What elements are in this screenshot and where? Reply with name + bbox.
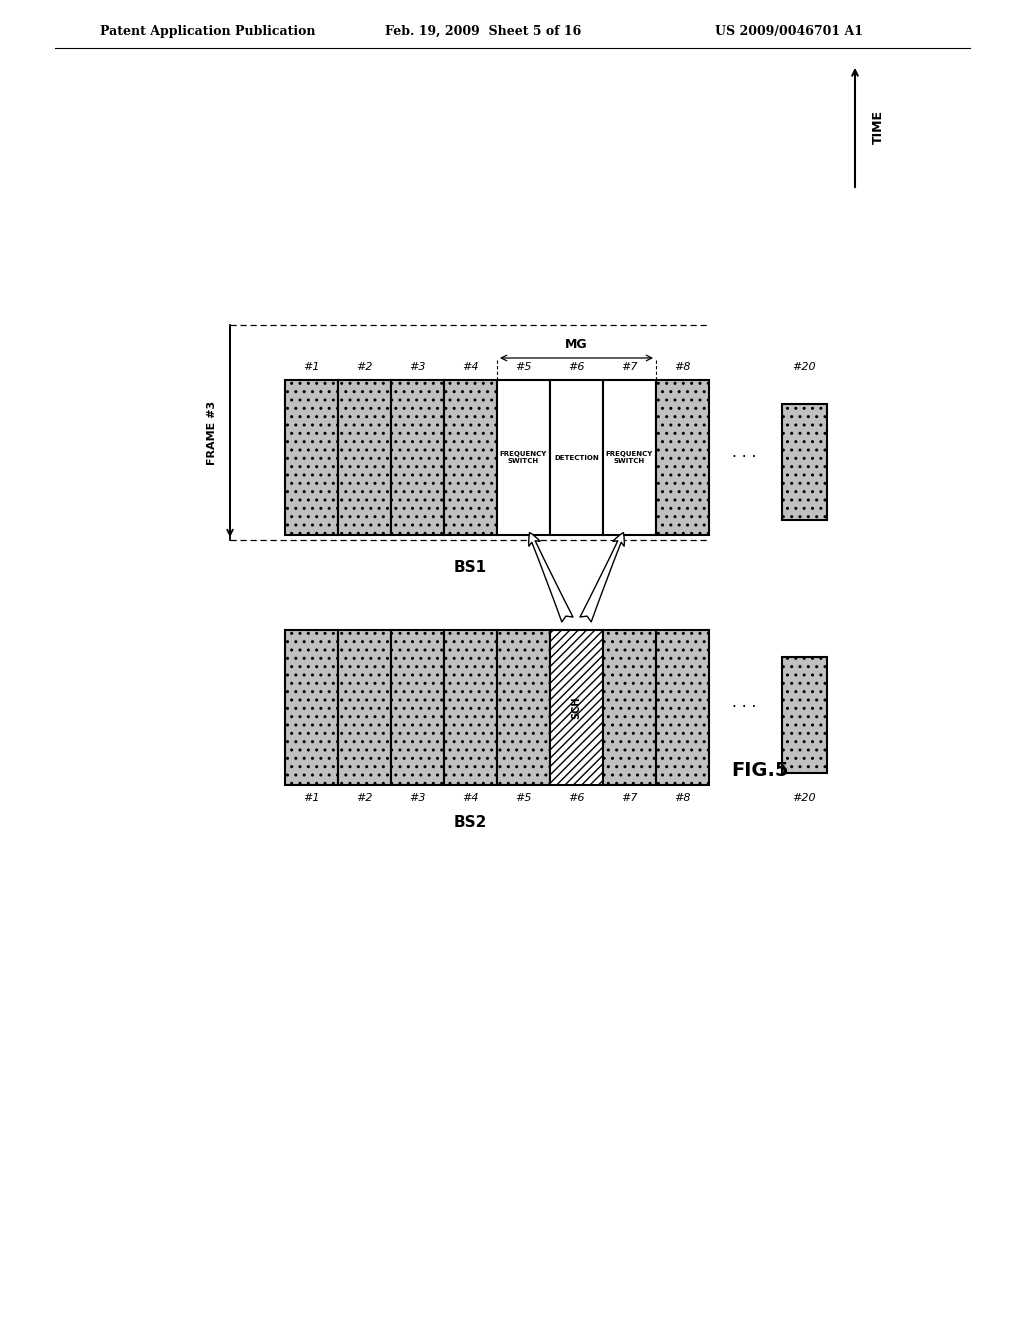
Text: Feb. 19, 2009  Sheet 5 of 16: Feb. 19, 2009 Sheet 5 of 16 bbox=[385, 25, 582, 38]
Text: MG: MG bbox=[565, 338, 588, 351]
Bar bbox=[782, 657, 827, 774]
Text: #6: #6 bbox=[568, 793, 585, 803]
Text: TIME: TIME bbox=[872, 111, 885, 144]
Bar bbox=[603, 380, 656, 535]
Text: #3: #3 bbox=[410, 362, 426, 372]
Bar bbox=[285, 380, 338, 535]
Bar bbox=[550, 380, 603, 535]
Text: · · ·: · · · bbox=[732, 450, 756, 465]
Bar bbox=[391, 380, 444, 535]
Bar bbox=[603, 630, 656, 785]
Bar bbox=[391, 630, 444, 785]
Bar bbox=[497, 380, 550, 535]
Text: FRAME #3: FRAME #3 bbox=[207, 400, 217, 465]
Text: #1: #1 bbox=[303, 793, 319, 803]
Text: FREQUENCY
SWITCH: FREQUENCY SWITCH bbox=[606, 451, 653, 465]
Text: FIG.5: FIG.5 bbox=[731, 760, 788, 780]
Text: FREQUENCY
SWITCH: FREQUENCY SWITCH bbox=[500, 451, 547, 465]
Bar bbox=[497, 630, 550, 785]
Text: #7: #7 bbox=[622, 793, 638, 803]
Text: #7: #7 bbox=[622, 362, 638, 372]
Text: #6: #6 bbox=[568, 362, 585, 372]
Text: #1: #1 bbox=[303, 362, 319, 372]
Text: #8: #8 bbox=[674, 793, 691, 803]
Text: #8: #8 bbox=[674, 362, 691, 372]
Bar bbox=[444, 630, 497, 785]
Bar bbox=[550, 630, 603, 785]
Text: US 2009/0046701 A1: US 2009/0046701 A1 bbox=[715, 25, 863, 38]
Bar bbox=[782, 404, 827, 520]
Text: #3: #3 bbox=[410, 793, 426, 803]
Text: #2: #2 bbox=[356, 362, 373, 372]
Text: DETECTION: DETECTION bbox=[554, 454, 599, 461]
Text: #20: #20 bbox=[793, 362, 816, 372]
Text: BS1: BS1 bbox=[454, 560, 487, 576]
Bar bbox=[656, 630, 709, 785]
Bar bbox=[338, 630, 391, 785]
Text: SCH: SCH bbox=[571, 696, 582, 719]
Bar bbox=[338, 380, 391, 535]
Text: #4: #4 bbox=[462, 362, 479, 372]
Text: #4: #4 bbox=[462, 793, 479, 803]
Text: #20: #20 bbox=[793, 793, 816, 803]
Text: #2: #2 bbox=[356, 793, 373, 803]
Text: Patent Application Publication: Patent Application Publication bbox=[100, 25, 315, 38]
Bar bbox=[444, 380, 497, 535]
Text: · · ·: · · · bbox=[732, 700, 756, 715]
Text: BS2: BS2 bbox=[454, 814, 487, 830]
Text: #5: #5 bbox=[515, 362, 531, 372]
Bar bbox=[285, 630, 338, 785]
Bar bbox=[656, 380, 709, 535]
Text: #5: #5 bbox=[515, 793, 531, 803]
